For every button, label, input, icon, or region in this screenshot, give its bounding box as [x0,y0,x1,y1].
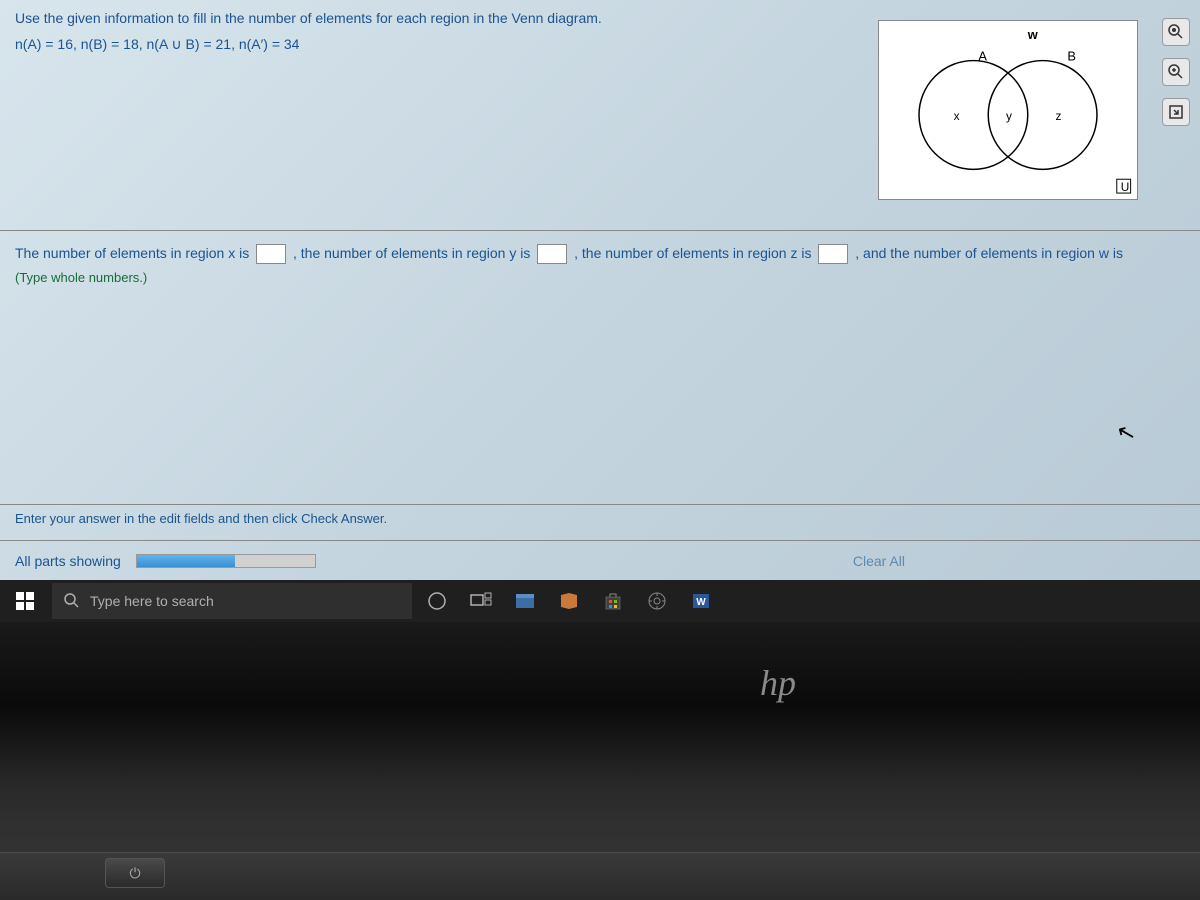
answer-text-2: , the number of elements in region y is [293,245,530,261]
app-icon-2[interactable] [550,582,588,620]
power-button[interactable]: ⏻ [105,858,165,888]
answer-hint: (Type whole numbers.) [15,270,1185,285]
zoom-reset-icon[interactable] [1162,18,1190,46]
input-region-z[interactable] [818,244,848,264]
label-y: y [1006,109,1012,123]
progress-fill [137,555,235,567]
status-label: All parts showing [15,553,121,569]
windows-icon [16,592,34,610]
microsoft-store-icon[interactable] [594,582,632,620]
instruction-bar: Enter your answer in the edit fields and… [0,504,1200,532]
answer-section: The number of elements in region x is , … [0,230,1200,295]
answer-sentence: The number of elements in region x is , … [15,241,1185,266]
search-icon [64,593,80,609]
search-placeholder: Type here to search [90,593,214,609]
answer-text-3: , the number of elements in region z is [574,245,811,261]
power-icon: ⏻ [129,865,140,882]
settings-icon[interactable] [638,582,676,620]
progress-bar [136,554,316,568]
label-b: B [1067,49,1076,64]
answer-text-4: , and the number of elements in region w… [855,245,1123,261]
app-icon-1[interactable] [506,582,544,620]
label-a: A [978,49,987,64]
task-view-icon[interactable] [462,582,500,620]
venn-diagram: w A B x y z U [878,20,1138,200]
venn-svg: w A B x y z U [879,21,1137,199]
start-button[interactable] [4,582,46,620]
label-z: z [1055,109,1061,123]
laptop-body: hp ⏻ [0,622,1200,900]
side-toolbar [1162,18,1190,126]
answer-text-1: The number of elements in region x is [15,245,249,261]
application-window: Use the given information to fill in the… [0,0,1200,580]
cortana-icon[interactable] [418,582,456,620]
status-bar: All parts showing Clear All [0,540,1200,580]
mouse-cursor-icon: ↖ [1114,418,1139,448]
expand-icon[interactable] [1162,98,1190,126]
label-x: x [954,109,960,123]
input-region-y[interactable] [537,244,567,264]
label-u: U [1121,180,1130,194]
svg-text:W: W [696,597,706,608]
zoom-in-icon[interactable] [1162,58,1190,86]
windows-taskbar: Type here to search W [0,580,1200,622]
input-region-x[interactable] [256,244,286,264]
label-w: w [1027,27,1039,42]
word-icon[interactable]: W [682,582,720,620]
hp-logo: hp [760,662,796,704]
keyboard-edge: ⏻ [0,852,1200,900]
clear-all-button[interactable]: Clear All [853,553,905,569]
question-panel: Use the given information to fill in the… [0,0,1200,580]
taskbar-search[interactable]: Type here to search [52,583,412,619]
